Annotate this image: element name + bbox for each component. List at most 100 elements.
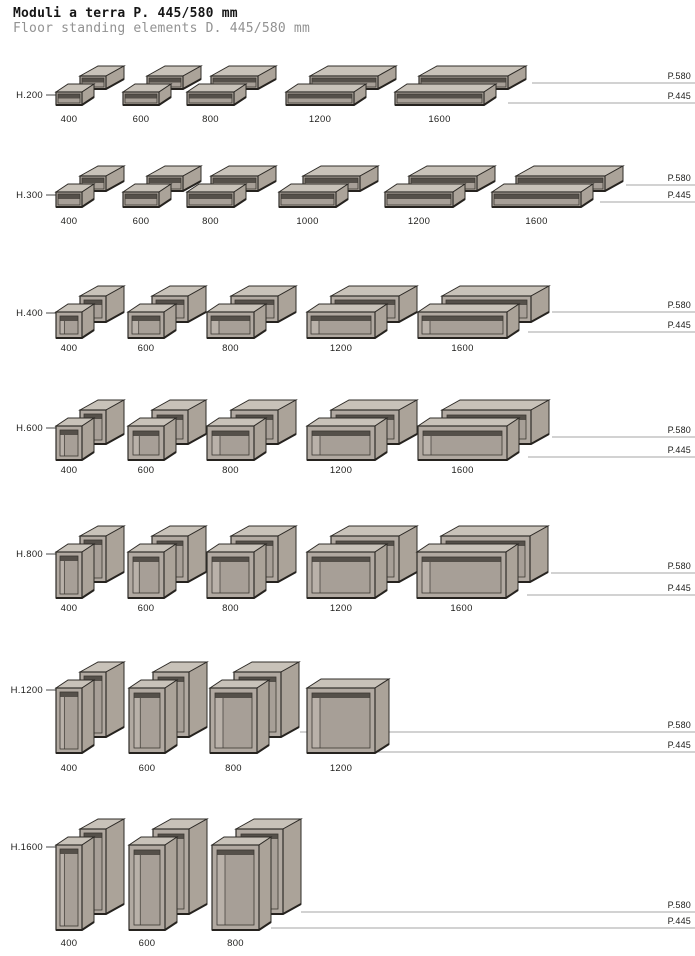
box-interior — [312, 557, 370, 593]
p580-label: P.580 — [668, 561, 691, 571]
module-box-p445 — [205, 417, 268, 461]
box-bottom-edge — [56, 329, 95, 339]
box-side-face — [163, 543, 177, 599]
module-box-p445 — [277, 183, 350, 208]
row-H.1200: P.580 P.445 H.1200 400 600 800 1200 — [11, 661, 695, 774]
box-side-face — [282, 818, 302, 915]
box-interior-outline — [216, 849, 255, 926]
module-box-p445 — [416, 303, 521, 339]
box-bottom-edge — [56, 96, 95, 106]
box-bottom-edge — [492, 198, 594, 208]
box-interior-shadow — [311, 316, 371, 321]
row-H.400: P.580 P.445 H.400 400 600 800 1200 1600 — [16, 285, 695, 354]
box-interior-shadow — [397, 94, 482, 99]
module-H.1200-400: 400 — [54, 661, 126, 774]
box-interior-shadow — [58, 94, 80, 99]
box-interior-strip — [60, 692, 65, 749]
module-box-p445 — [127, 679, 179, 754]
row-H.600: P.580 P.445 H.600 400 600 800 1200 1600 — [16, 399, 695, 476]
box-interior-shadow — [212, 557, 249, 562]
p445-label: P.445 — [668, 445, 691, 455]
module-width-label: 800 — [202, 216, 219, 227]
module-width-label: 800 — [225, 763, 242, 774]
box-top-face — [416, 303, 521, 313]
box-interior-strip — [312, 557, 320, 593]
box-interior-shadow — [312, 693, 370, 698]
box-interior-strip — [311, 316, 319, 334]
module-width-label: 1000 — [296, 216, 318, 227]
box-bottom-edge — [207, 589, 267, 599]
box-interior-outline — [422, 430, 503, 456]
module-width-label: 400 — [61, 603, 78, 614]
box-interior-shadow — [422, 316, 503, 321]
box-interior-outline — [493, 193, 580, 206]
box-side-face — [105, 818, 125, 915]
box-interior-shadow — [235, 300, 274, 305]
module-box-p580 — [78, 65, 126, 90]
module-H.800-800: 800 — [205, 525, 298, 614]
box-interior-outline — [211, 556, 250, 594]
box-interior-outline — [133, 692, 161, 749]
box-side-face — [374, 543, 388, 599]
height-label: H.600 — [16, 423, 43, 434]
module-width-label: 400 — [61, 114, 78, 125]
box-interior-strip — [212, 557, 220, 593]
box-interior-outline — [210, 315, 251, 335]
height-label: H.1600 — [11, 842, 43, 853]
module-H.200-1600: 1600 — [393, 65, 528, 125]
module-box-p445 — [185, 83, 248, 106]
height-label: H.400 — [16, 308, 43, 319]
module-H.1600-600: 600 — [127, 818, 209, 949]
box-bottom-edge — [128, 451, 177, 461]
module-width-label: 1200 — [330, 465, 352, 476]
module-H.400-600: 600 — [126, 285, 208, 354]
box-interior-shadow — [60, 556, 78, 561]
box-interior — [422, 557, 501, 593]
module-box-p445 — [393, 83, 498, 106]
box-interior-outline — [311, 692, 371, 749]
box-interior-shadow — [312, 557, 370, 562]
module-H.200-400: 400 — [54, 65, 126, 125]
module-H.400-1600: 1600 — [416, 285, 551, 354]
module-width-label: 600 — [139, 763, 156, 774]
box-bottom-edge — [307, 589, 388, 599]
box-interior-outline — [386, 193, 452, 206]
box-interior-shadow — [217, 850, 254, 855]
box-bottom-edge — [187, 96, 247, 106]
box-interior-strip — [134, 693, 141, 748]
module-box-p445 — [127, 836, 179, 931]
page-title: Moduli a terra P. 445/580 mm — [13, 6, 238, 21]
box-interior-shadow — [133, 557, 159, 562]
p445-label: P.445 — [668, 916, 691, 926]
box-interior-shadow — [58, 194, 80, 199]
box-side-face — [188, 661, 208, 738]
box-bottom-edge — [279, 198, 349, 208]
box-side-face — [81, 543, 95, 599]
box-interior-shadow — [189, 94, 232, 99]
box-interior-strip — [312, 693, 320, 748]
box-top-face — [415, 543, 520, 553]
box-bottom-edge — [385, 198, 466, 208]
box-interior-strip — [422, 316, 430, 334]
box-interior-shadow — [149, 78, 181, 83]
p445-label: P.445 — [668, 320, 691, 330]
p445-label: P.445 — [668, 583, 691, 593]
height-label: H.800 — [16, 549, 43, 560]
box-interior-shadow — [125, 194, 157, 199]
module-width-label: 400 — [61, 216, 78, 227]
module-width-label: 1600 — [428, 114, 450, 125]
box-side-face — [505, 543, 519, 599]
module-width-label: 1600 — [451, 465, 473, 476]
module-H.800-600: 600 — [126, 525, 208, 614]
module-width-label: 400 — [61, 938, 78, 949]
box-interior-shadow — [125, 94, 157, 99]
box-interior-outline — [311, 556, 371, 594]
box-top-face — [416, 417, 521, 427]
box-interior-shadow — [82, 178, 104, 183]
module-H.600-800: 800 — [205, 399, 298, 476]
module-box-p445 — [305, 303, 389, 339]
box-interior-shadow — [149, 178, 181, 183]
module-box-p445 — [284, 83, 368, 106]
module-box-p445 — [205, 303, 268, 339]
page-header: Moduli a terra P. 445/580 mm Floor stand… — [13, 6, 310, 36]
